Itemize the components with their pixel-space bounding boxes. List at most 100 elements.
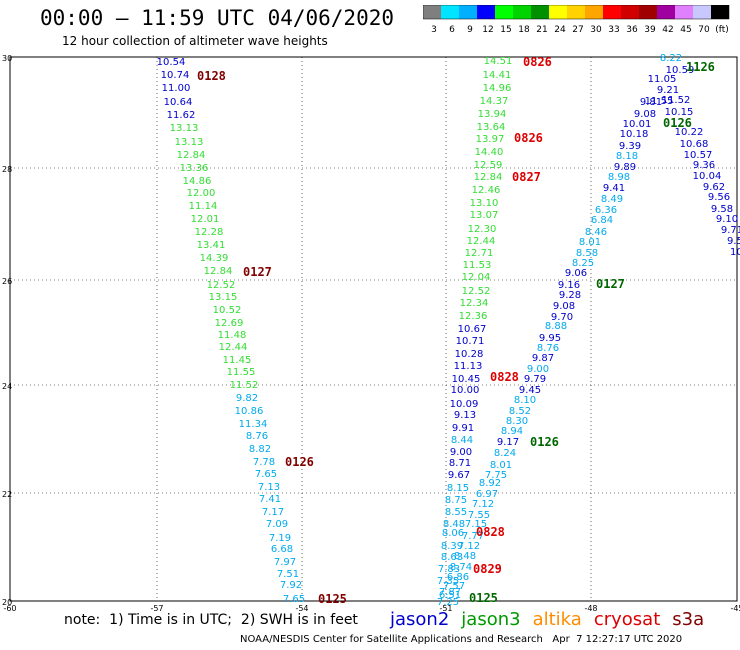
wave-height-value: 7.15 bbox=[465, 519, 487, 530]
wave-height-value: 9.67 bbox=[448, 470, 470, 481]
wave-height-value: 12.28 bbox=[195, 227, 224, 238]
colorbar-swatch bbox=[459, 5, 477, 19]
wave-height-value: 13.07 bbox=[470, 210, 499, 221]
y-tick-label: 30 bbox=[2, 54, 12, 63]
wave-height-value: 8.06 bbox=[442, 528, 464, 539]
wave-height-value: 9.39 bbox=[619, 141, 641, 152]
wave-height-value: 7.35 bbox=[437, 576, 459, 587]
wave-height-value: 9.95 bbox=[539, 333, 561, 344]
wave-height-value: 12.84 bbox=[474, 172, 503, 183]
wave-height-value: 9.16 bbox=[558, 280, 580, 291]
colorbar-swatch bbox=[513, 5, 531, 19]
wave-height-value: 10.57 bbox=[684, 150, 713, 161]
colorbar-label: 39 bbox=[644, 25, 656, 35]
wave-height-value: 9.08 bbox=[553, 301, 575, 312]
wave-height-value: 12.52 bbox=[462, 286, 491, 297]
wave-height-value: 8.44 bbox=[451, 435, 473, 446]
wave-height-value: 8.01 bbox=[490, 460, 512, 471]
wave-height-value: 10.71 bbox=[456, 336, 485, 347]
wave-height-value: 8.01 bbox=[579, 237, 601, 248]
wave-height-value: 11.53 bbox=[463, 260, 492, 271]
wave-height-value: 8.63 bbox=[441, 552, 463, 563]
wave-height-value: 13.13 bbox=[175, 137, 204, 148]
wave-height-value: 10.54 bbox=[157, 57, 186, 68]
colorbar-label: 18 bbox=[518, 25, 530, 35]
x-tick-label: -60 bbox=[3, 604, 16, 613]
wave-height-value: 8.18 bbox=[616, 151, 638, 162]
wave-height-value: 9.56 bbox=[708, 192, 730, 203]
colorbar-swatch bbox=[693, 5, 711, 19]
wave-height-value: 7.77 bbox=[462, 531, 484, 542]
wave-height-value: 13.13 bbox=[170, 123, 199, 134]
wave-height-value: 7.55 bbox=[468, 510, 490, 521]
wave-height-value: 12.00 bbox=[187, 188, 216, 199]
wave-height-value: 7.83 bbox=[438, 564, 460, 575]
colorbar-swatch bbox=[603, 5, 621, 19]
colorbar-label: 36 bbox=[626, 25, 638, 35]
wave-height-value: 10.52 bbox=[213, 305, 242, 316]
wave-height-value: 7.13 bbox=[258, 482, 280, 493]
wave-height-value: 12.52 bbox=[207, 280, 236, 291]
wave-height-value: 8.49 bbox=[601, 194, 623, 205]
wave-height-value: 12.46 bbox=[472, 185, 501, 196]
pass-time-label: 0126 bbox=[285, 455, 314, 469]
wave-height-value: 7.19 bbox=[269, 533, 291, 544]
wave-height-value: 12.34 bbox=[460, 298, 489, 309]
wave-height-value: 12.44 bbox=[219, 342, 248, 353]
wave-height-value: 10.09 bbox=[450, 399, 479, 410]
wave-height-value: 8.22 bbox=[660, 53, 682, 64]
colorbar-label: 70 bbox=[698, 25, 710, 35]
wave-height-value: 11.13 bbox=[454, 361, 483, 372]
wave-height-value: 6.68 bbox=[271, 544, 293, 555]
pass-time-label: 0126 bbox=[663, 116, 692, 130]
legend-item-s3a: s3a bbox=[672, 609, 705, 630]
pass-time-label: 0826 bbox=[523, 55, 552, 69]
wave-height-value: 9.08 bbox=[634, 109, 656, 120]
wave-height-value: 12.01 bbox=[191, 214, 220, 225]
y-tick-label: 24 bbox=[2, 382, 12, 391]
wave-height-value: 10.64 bbox=[164, 97, 193, 108]
legend-item-altika: altika bbox=[532, 609, 582, 630]
colorbar-swatch bbox=[441, 5, 459, 19]
wave-height-value: 9.10 bbox=[716, 214, 738, 225]
wave-height-value: 10.86 bbox=[235, 406, 264, 417]
wave-height-value: 7.09 bbox=[266, 519, 288, 530]
wave-height-value: 7.57 bbox=[443, 581, 465, 592]
wave-height-value: 11.52 bbox=[230, 380, 259, 391]
wave-height-value: 14.41 bbox=[483, 70, 512, 81]
wave-height-value: 9.00 bbox=[450, 447, 472, 458]
y-tick-label: 26 bbox=[2, 277, 12, 286]
wave-height-value: 13.15 bbox=[209, 292, 238, 303]
wave-height-value: 13.36 bbox=[180, 163, 209, 174]
wave-height-value: 8.48 bbox=[454, 551, 476, 562]
wave-height-value: 8.24 bbox=[494, 448, 516, 459]
wave-height-value: 11.00 bbox=[162, 83, 191, 94]
colorbar-swatch bbox=[495, 5, 513, 19]
page-title: 00:00 – 11:59 UTC 04/06/2020 bbox=[40, 6, 395, 30]
wave-height-value: 11.34 bbox=[239, 419, 268, 430]
pass-time-label: 0127 bbox=[596, 277, 625, 291]
wave-height-value: 9.21 bbox=[657, 85, 679, 96]
y-tick-label: 28 bbox=[2, 165, 12, 174]
colorbar-label: 42 bbox=[662, 25, 673, 35]
wave-height-value: 11.55 bbox=[645, 96, 674, 107]
wave-height-value: 8.82 bbox=[249, 444, 271, 455]
legend-item-cryosat: cryosat bbox=[593, 609, 661, 630]
pass-time-label: 0828 bbox=[476, 525, 505, 539]
wave-height-value: 7.12 bbox=[472, 499, 494, 510]
wave-height-value: 8.30 bbox=[506, 416, 528, 427]
color-legend-bar: 3 6 9 12 15 18 21 24 27 30 33 36 39 42 45 70 (ft) bbox=[423, 5, 730, 35]
wave-height-value: 10.74 bbox=[161, 70, 190, 81]
wave-height-value: 8.15 bbox=[447, 483, 469, 494]
wave-height-value: 11.48 bbox=[218, 330, 247, 341]
colorbar-label: 21 bbox=[536, 25, 547, 35]
colorbar-label: 3 bbox=[431, 25, 437, 35]
wave-height-value: 8.52 bbox=[509, 406, 531, 417]
wave-height-value: 9.45 bbox=[519, 385, 541, 396]
wave-height-value: 7.51 bbox=[277, 569, 299, 580]
pass-time-label: 1126 bbox=[686, 60, 715, 74]
wave-height-value: 12.69 bbox=[215, 318, 244, 329]
wave-height-value: 9.62 bbox=[703, 182, 725, 193]
wave-height-value: 14.40 bbox=[475, 147, 504, 158]
wave-height-value: 10.45 bbox=[452, 374, 481, 385]
